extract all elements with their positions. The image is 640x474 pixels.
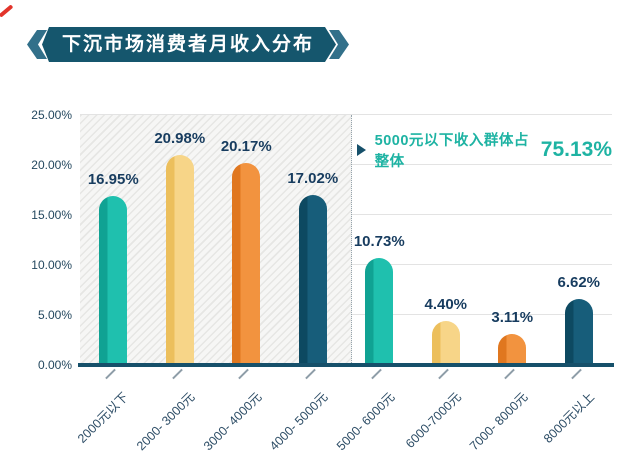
x-slot: 4000- 5000元 [267,367,347,467]
bar-slot: 20.17% [213,115,280,365]
bar-value-label: 6.62% [557,273,601,291]
chart-title: 下沉市场消费者月收入分布 [61,34,314,55]
x-tick-mark [105,368,117,380]
x-slot: 3000- 4000元 [201,367,280,467]
x-slot: 5000- 6000元 [334,367,413,467]
y-tick-label: 20.00% [31,158,72,172]
y-axis-labels: 0.00% 5.00% 10.00% 15.00% 20.00% 25.00% [0,108,72,372]
x-tick-mark [437,368,449,380]
x-slot: 6000-7000元 [403,367,480,467]
bar-value-label: 10.73% [353,232,405,250]
annotation-value: 75.13% [540,138,612,161]
bar-yellow [165,155,194,365]
bar-value-label: 20.98% [154,130,206,148]
gridline [80,114,612,115]
chart-title-banner: 下沉市场消费者月收入分布 [27,27,349,62]
x-slot: 8000元以上 [541,367,613,467]
bar-value-label: 17.02% [287,169,339,187]
bar-value-label: 3.11% [491,308,534,326]
bar-slot: 6.62% [546,115,613,365]
x-slot: 2000- 3000元 [134,367,214,467]
bar-teal [99,195,128,365]
bar-slot: 4.40% [413,115,480,365]
x-axis-labels: 2000元以下 2000- 3000元 3000- 4000元 4000- 5000元… [75,367,613,467]
x-category-label: 2000元以下 [75,389,132,446]
y-tick-label: 10.00% [31,258,72,272]
bar-slot: 10.73% [346,115,413,365]
bar-slot: 3.11% [479,115,546,365]
bar-value-label: 20.17% [220,138,272,156]
x-axis-line [78,363,614,367]
bar-value-label: 4.40% [424,296,468,313]
plot-area: 5000元以下收入群体占整体 75.13% 16.95% 20.98% 20.17%… [80,114,612,365]
x-slot: 7000- 8000元 [467,367,546,467]
x-tick-mark [171,368,183,380]
bar-yellow [431,321,460,365]
bar-orange [232,163,261,365]
x-tick-mark [238,368,250,380]
x-slot: 2000元以下 [75,367,147,467]
banner-left-chevron-icon [27,30,47,59]
bar-navy [564,298,593,365]
bar-slot: 17.02% [280,115,347,365]
bars-row: 16.95% 20.98% 20.17% 17.02% 10.73% 4.40% 3.11%… [80,115,612,365]
annotation: 5000元以下收入群体占整体 75.13% [356,129,612,171]
y-tick-label: 25.00% [31,108,72,122]
y-tick-label: 15.00% [31,208,72,222]
bar-teal [365,257,394,365]
y-tick-label: 5.00% [37,308,72,322]
annotation-text: 5000元以下收入群体占整体 [374,133,529,170]
bar-slot: 20.98% [147,115,214,365]
right-triangle-icon [356,144,366,156]
banner-right-chevron-icon [329,30,349,59]
x-tick-mark [504,368,516,380]
x-tick-mark [304,368,316,380]
x-tick-mark [570,368,582,380]
bar-orange [498,333,527,365]
y-tick-label: 0.00% [37,358,72,372]
bar-slot: 16.95% [80,115,147,365]
banner-ribbon [40,27,336,62]
bar-navy [298,194,327,365]
bar-value-label: 16.95% [87,170,139,188]
x-tick-mark [371,368,383,380]
x-category-label: 8000元以上 [540,389,597,446]
red-pen-mark [0,4,14,18]
